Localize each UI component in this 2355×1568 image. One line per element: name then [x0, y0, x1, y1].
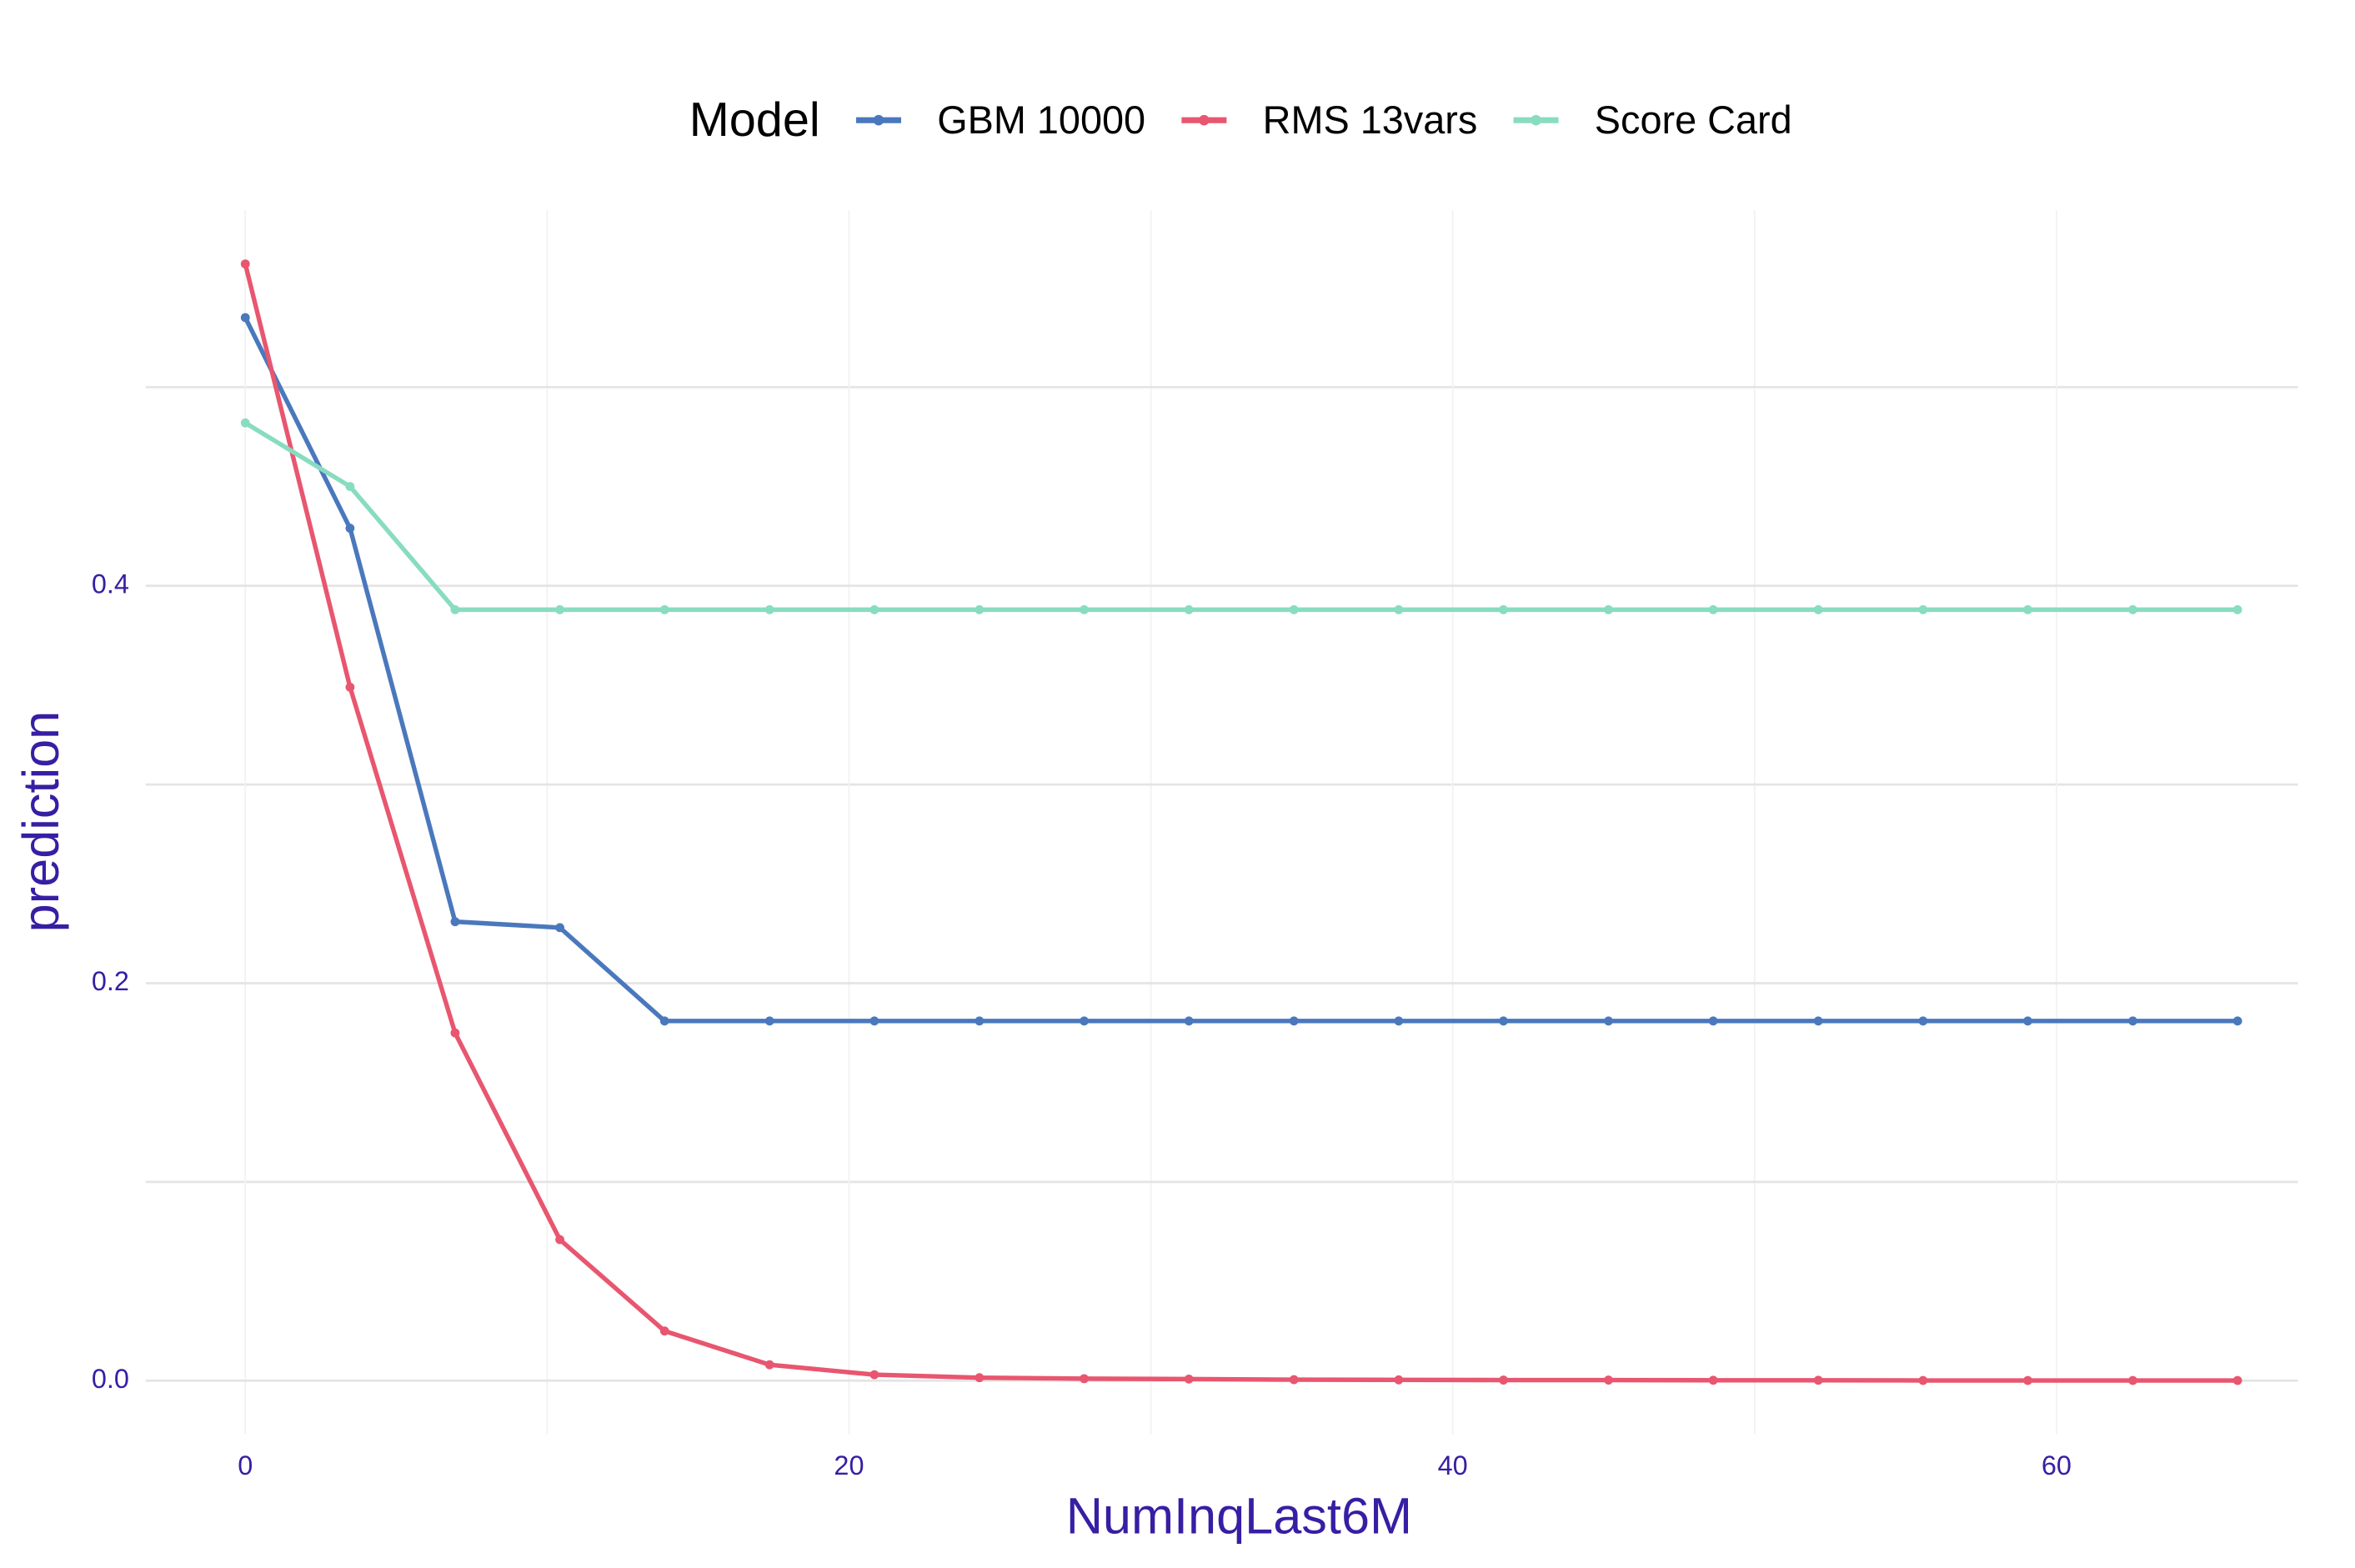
x-tick-label: 0	[238, 1450, 253, 1480]
point	[2232, 1016, 2242, 1026]
series-line	[243, 263, 2238, 1383]
point	[1813, 604, 1823, 614]
point	[1604, 1016, 1613, 1026]
point	[1499, 1375, 1508, 1385]
point	[1604, 1375, 1613, 1385]
point	[1708, 1375, 1718, 1385]
point	[1289, 1375, 1299, 1385]
point	[1080, 604, 1089, 614]
x-tick-label: 60	[2042, 1450, 2072, 1480]
point	[345, 682, 355, 692]
legend: Model GBM 10000 RMS 13vars Score Card	[689, 93, 1792, 147]
legend-key-point	[873, 114, 884, 126]
legend-label: GBM 10000	[937, 98, 1145, 142]
point	[2128, 604, 2137, 614]
point	[345, 524, 355, 534]
point	[2128, 1016, 2137, 1026]
y-tick-label: 0.0	[92, 1364, 129, 1394]
point	[2023, 604, 2032, 614]
point	[659, 604, 669, 614]
point	[2023, 1016, 2032, 1026]
point	[240, 418, 250, 428]
point	[1080, 1016, 1089, 1026]
series-line	[243, 421, 2238, 613]
point	[1604, 604, 1613, 614]
point	[2232, 604, 2242, 614]
point	[1499, 1016, 1508, 1026]
point	[450, 917, 460, 927]
point	[1918, 604, 1928, 614]
point	[869, 1016, 879, 1026]
point	[450, 1028, 460, 1038]
point	[1289, 1016, 1299, 1026]
point	[659, 1326, 669, 1336]
point	[764, 604, 774, 614]
point	[975, 1373, 985, 1383]
point	[1080, 1374, 1089, 1384]
y-axis-label: prediction	[13, 711, 69, 933]
y-tick-label: 0.4	[92, 569, 129, 599]
point	[1813, 1016, 1823, 1026]
grid	[145, 210, 2298, 1435]
point	[1499, 604, 1508, 614]
point	[450, 604, 460, 614]
series-line	[243, 316, 2238, 1024]
point	[1813, 1375, 1823, 1385]
point	[1918, 1016, 1928, 1026]
point	[345, 482, 355, 492]
point	[555, 604, 564, 614]
y-tick-label: 0.2	[92, 966, 129, 996]
point	[2232, 1375, 2242, 1385]
point	[2128, 1375, 2137, 1385]
point	[1184, 1374, 1194, 1384]
point	[1184, 604, 1194, 614]
point	[555, 923, 564, 933]
point	[975, 604, 985, 614]
legend-key-point	[1531, 114, 1541, 126]
legend-label: Score Card	[1595, 98, 1792, 142]
legend-label: RMS 13vars	[1263, 98, 1478, 142]
point	[1394, 604, 1404, 614]
point	[869, 1370, 879, 1380]
point	[1708, 1016, 1718, 1026]
x-axis-label: NumInqLast6M	[1066, 1488, 1412, 1545]
point	[555, 1235, 564, 1245]
x-tick-label: 40	[1438, 1450, 1468, 1480]
point	[975, 1016, 985, 1026]
point	[659, 1016, 669, 1026]
point	[240, 259, 250, 269]
point	[764, 1016, 774, 1026]
point	[764, 1360, 774, 1370]
point	[1708, 604, 1718, 614]
point	[240, 313, 250, 323]
point	[1394, 1375, 1404, 1385]
point	[869, 604, 879, 614]
point	[2023, 1375, 2032, 1385]
point	[1394, 1016, 1404, 1026]
legend-title: Model	[689, 93, 820, 147]
point	[1184, 1016, 1194, 1026]
point	[1918, 1375, 1928, 1385]
x-tick-label: 20	[834, 1450, 864, 1480]
point	[1289, 604, 1299, 614]
legend-key-point	[1199, 114, 1210, 126]
